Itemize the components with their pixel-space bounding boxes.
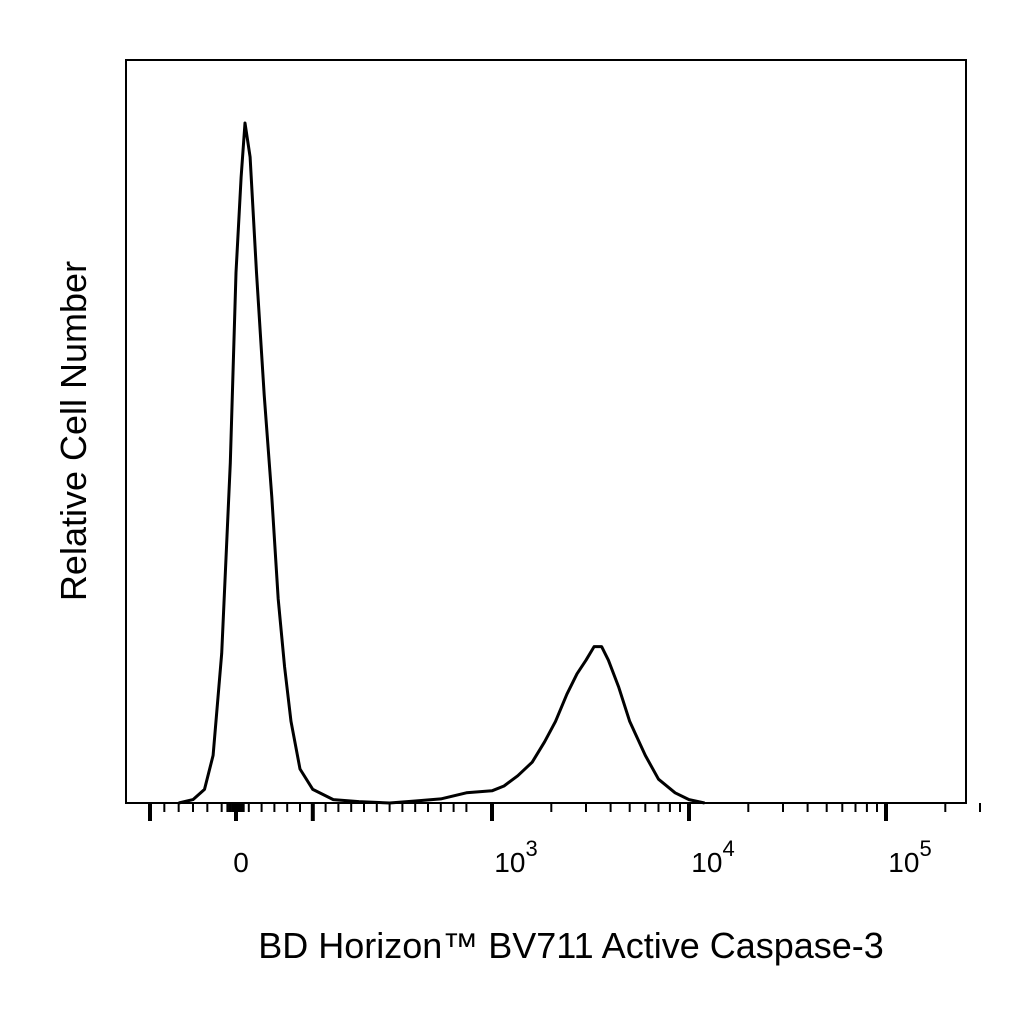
x-tick-label: 105 <box>888 836 931 878</box>
x-tick-labels: 0 103 104 105 <box>233 836 931 878</box>
x-major-ticks <box>148 803 888 821</box>
x-tick-label: 0 <box>233 847 249 878</box>
histogram-line <box>178 121 705 805</box>
y-axis-label: Relative Cell Number <box>53 261 94 601</box>
x-tick-label: 104 <box>691 836 734 878</box>
x-minor-ticks <box>163 803 981 812</box>
x-axis-label: BD Horizon™ BV711 Active Caspase-3 <box>258 925 884 966</box>
plot-frame <box>125 59 967 804</box>
x-tick-label: 103 <box>494 836 537 878</box>
